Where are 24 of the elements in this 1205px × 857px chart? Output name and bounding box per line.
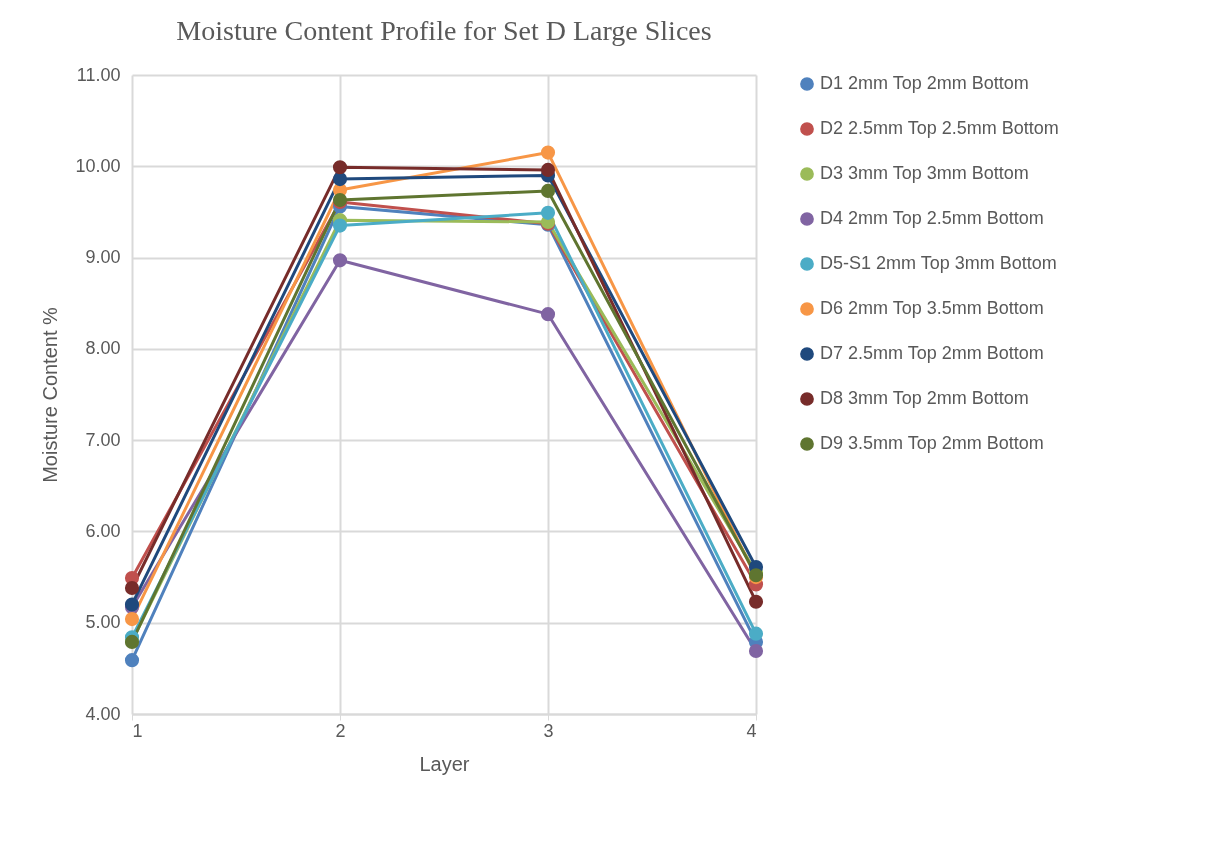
legend-label: D4 2mm Top 2.5mm Bottom xyxy=(820,208,1044,228)
y-axis-title: Moisture Content % xyxy=(39,306,62,483)
x-tick-label: 3 xyxy=(543,720,554,741)
y-tick-label: 4.00 xyxy=(85,703,121,724)
x-tick-label: 1 xyxy=(132,720,143,741)
x-tick-label: 2 xyxy=(335,720,346,741)
y-tick-label: 7.00 xyxy=(85,429,121,450)
x-axis-title: Layer xyxy=(419,752,470,775)
y-tick-label: 11.00 xyxy=(76,64,121,85)
legend-label: D8 3mm Top 2mm Bottom xyxy=(820,388,1029,408)
y-tick-label: 5.00 xyxy=(85,612,121,633)
legend-label: D9 3.5mm Top 2mm Bottom xyxy=(820,433,1044,453)
legend-label: D5-S1 2mm Top 3mm Bottom xyxy=(820,253,1057,273)
y-tick-label: 8.00 xyxy=(85,338,121,359)
y-tick-label: 9.00 xyxy=(85,247,121,268)
legend-label: D6 2mm Top 3.5mm Bottom xyxy=(820,298,1044,318)
x-tick-label: 4 xyxy=(746,720,757,741)
legend-label: D3 3mm Top 3mm Bottom xyxy=(820,163,1029,183)
chart-title: Moisture Content Profile for Set D Large Slices xyxy=(176,15,712,46)
legend-label: D2 2.5mm Top 2.5mm Bottom xyxy=(820,118,1059,138)
legend-label: D1 2mm Top 2mm Bottom xyxy=(820,73,1029,93)
y-tick-label: 6.00 xyxy=(85,520,121,541)
y-tick-label: 10.00 xyxy=(75,155,121,176)
legend-label: D7 2.5mm Top 2mm Bottom xyxy=(820,343,1044,363)
